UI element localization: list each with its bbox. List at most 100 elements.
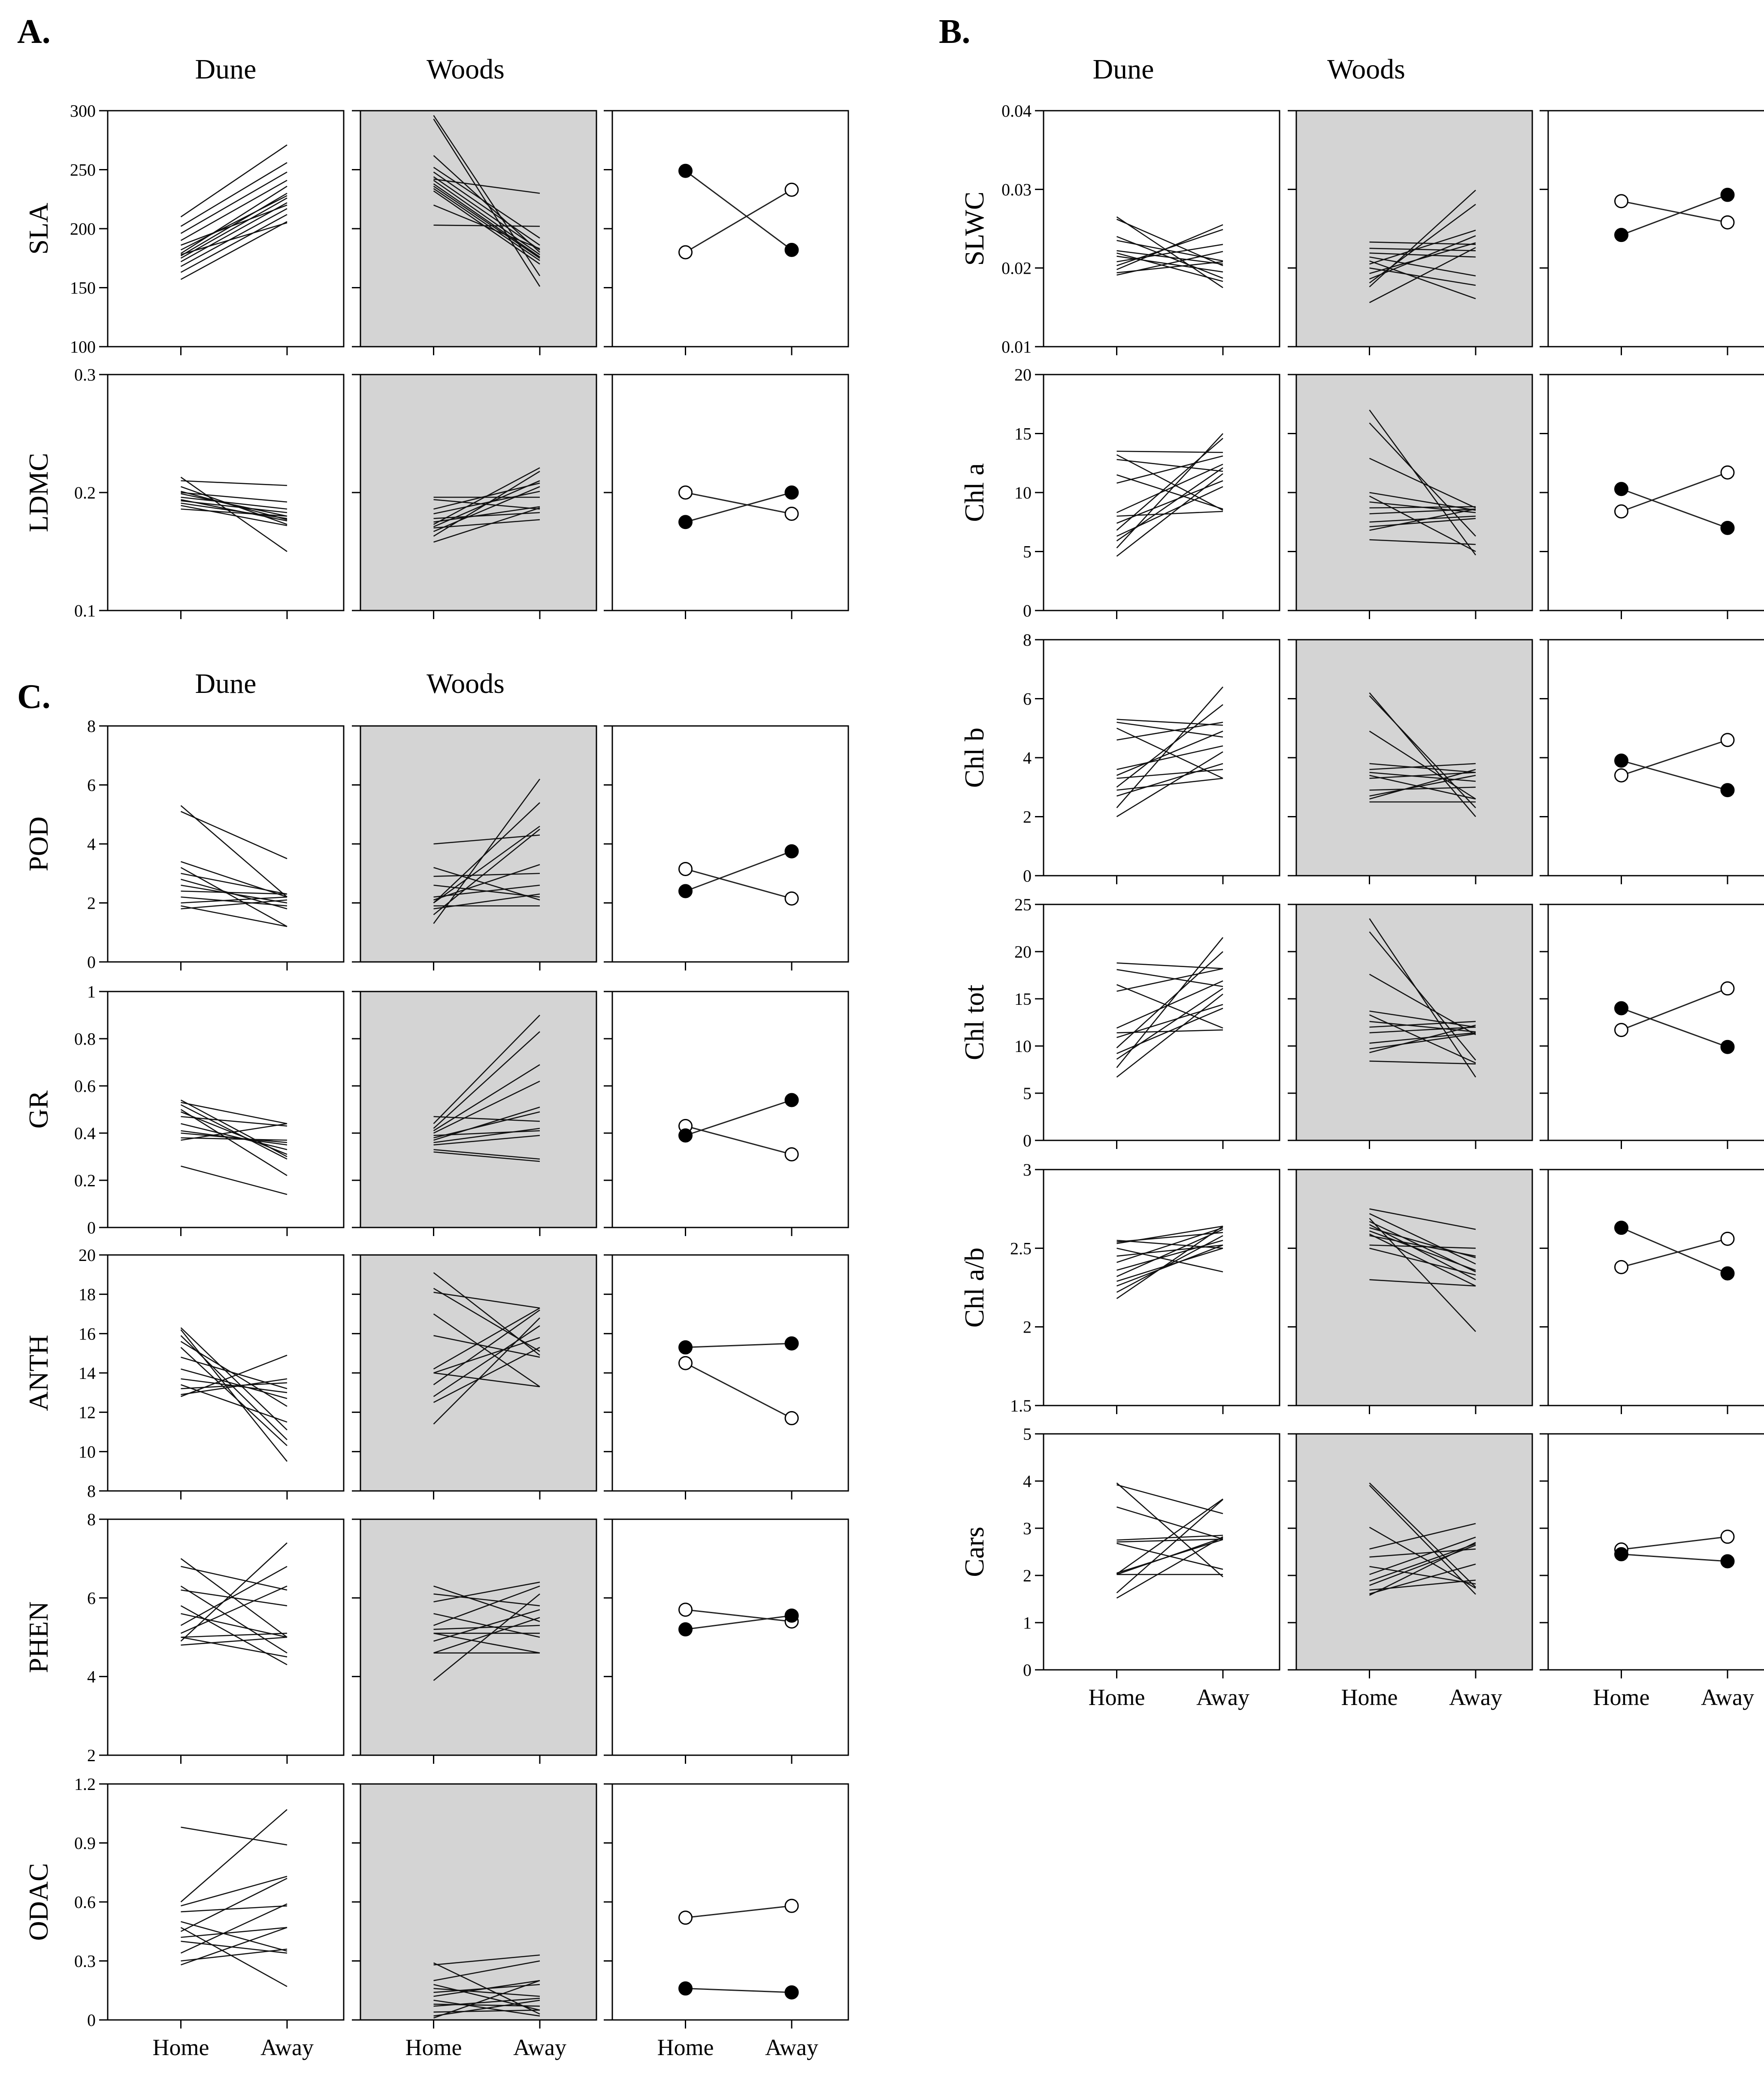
individual-line: [433, 188, 540, 261]
individual-line: [433, 834, 540, 845]
x-tick-label-home: Home: [1089, 1684, 1145, 1710]
individual-line: [1369, 1230, 1476, 1271]
chart-anth-dune-panel: 8 10 12 14 16 18 20: [79, 1246, 345, 1501]
mean-line-filled: [685, 1615, 792, 1630]
individual-line: [181, 1123, 287, 1150]
mean-marker-filled: [1614, 482, 1628, 496]
x-tick-label-home: Home: [1341, 1684, 1398, 1710]
individual-line: [180, 208, 287, 267]
mean-marker-open: [1614, 1260, 1628, 1274]
individual-line: [180, 185, 287, 254]
individual-line: [1116, 1535, 1223, 1541]
individual-line: [1116, 988, 1223, 1060]
individual-line: [1116, 1539, 1223, 1543]
dune-frame: [1043, 110, 1280, 348]
individual-line: [180, 1809, 287, 1902]
mean-line-open: [685, 1125, 792, 1155]
individual-line: [1369, 772, 1476, 782]
individual-line: [1369, 242, 1476, 274]
y-tick-label: 8: [1023, 630, 1032, 650]
individual-line: [180, 1109, 287, 1176]
individual-line: [1369, 506, 1476, 509]
dune-frame: [107, 374, 345, 611]
individual-line: [1116, 1248, 1223, 1282]
y-tick-label: 4: [1023, 1472, 1032, 1491]
x-tick-label-away: Away: [765, 2035, 818, 2060]
column-heading-woods: Woods: [1327, 54, 1405, 85]
mean-marker-open: [678, 245, 693, 260]
y-tick-label: 2: [87, 894, 96, 913]
y-tick-label: 2: [1023, 807, 1032, 827]
individual-line: [181, 493, 287, 517]
mean-marker-filled: [1614, 1547, 1628, 1561]
individual-line: [1369, 1543, 1476, 1582]
y-tick-label: 2: [87, 1746, 96, 1765]
x-tick-label-away: Away: [1449, 1684, 1502, 1710]
individual-line: [1369, 1244, 1476, 1249]
y-tick-label: 0.8: [74, 1029, 96, 1049]
individual-line: [1116, 1499, 1223, 1593]
individual-line: [433, 183, 540, 258]
mean-line-filled: [1621, 1227, 1728, 1274]
individual-line: [1116, 511, 1223, 517]
chart-ldmc-ylabel: LDMC: [23, 453, 54, 532]
individual-line: [433, 893, 540, 910]
individual-line: [433, 1988, 540, 1997]
individual-line: [181, 1927, 287, 1938]
individual-line: [433, 1593, 540, 1681]
means-frame: [1547, 904, 1764, 1141]
mean-marker-filled: [1614, 228, 1628, 242]
mean-marker-open: [784, 891, 799, 906]
chart-sla-ylabel: SLA: [23, 203, 54, 255]
y-tick-label: 150: [70, 278, 96, 298]
dune-frame: [107, 991, 345, 1228]
individual-line: [1116, 1536, 1223, 1599]
individual-line: [1116, 450, 1223, 453]
individual-line: [181, 1132, 287, 1143]
chart-ldmc-dune-panel: 0.1 0.2 0.3: [74, 365, 345, 620]
mean-line-filled: [1621, 488, 1728, 529]
dune-frame: [1043, 639, 1280, 877]
individual-line: [180, 1927, 287, 1987]
mean-line-open: [1621, 1536, 1728, 1550]
chart-ldmc-means-panel: [604, 374, 849, 619]
individual-line: [181, 1165, 287, 1195]
individual-line: [433, 1135, 540, 1146]
individual-line: [181, 1378, 287, 1395]
y-tick-label: 20: [1014, 942, 1032, 961]
individual-line: [180, 197, 287, 259]
individual-line: [1369, 1542, 1476, 1596]
chart-odac-ylabel: ODAC: [23, 1863, 54, 1941]
individual-line: [180, 195, 287, 251]
individual-line: [181, 222, 287, 255]
individual-line: [433, 1080, 540, 1134]
individual-line: [1369, 518, 1476, 528]
individual-line: [180, 1335, 287, 1440]
individual-line: [433, 802, 540, 904]
mean-marker-open: [784, 1411, 799, 1425]
individual-line: [1369, 256, 1476, 277]
mean-marker-open: [678, 862, 693, 876]
individual-line: [1369, 1208, 1476, 1230]
individual-line: [1116, 463, 1223, 513]
woods-frame: [360, 110, 597, 348]
individual-line: [180, 1903, 287, 1954]
chart-phen-woods-panel: [352, 1518, 597, 1764]
individual-line: [1369, 260, 1476, 299]
mean-marker-open: [1720, 733, 1735, 747]
individual-line: [1369, 1060, 1476, 1065]
individual-line: [433, 1347, 540, 1403]
y-tick-label: 12: [79, 1403, 96, 1422]
mean-marker-filled: [678, 1340, 693, 1354]
individual-line: [1369, 267, 1476, 286]
individual-line: [181, 884, 287, 904]
chart-ldmc-woods-panel: [352, 374, 597, 619]
y-tick-label: 6: [1023, 689, 1032, 709]
individual-line: [1116, 704, 1223, 788]
individual-line: [433, 1288, 540, 1352]
means-frame: [611, 1783, 849, 2021]
mean-marker-open: [1720, 215, 1735, 230]
woods-frame: [360, 991, 597, 1228]
y-tick-label: 6: [87, 776, 96, 795]
